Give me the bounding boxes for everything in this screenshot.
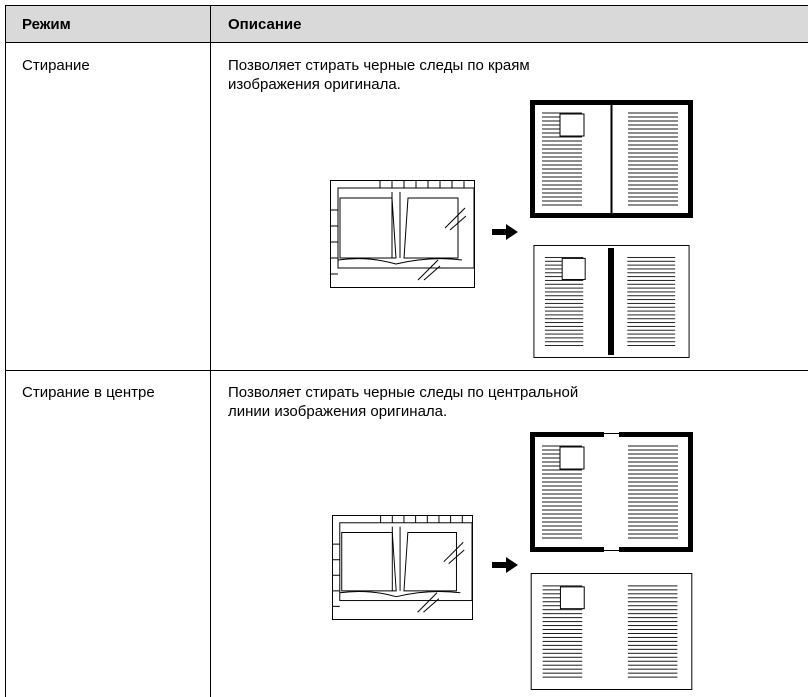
arrow xyxy=(492,224,518,240)
arrow xyxy=(492,557,518,573)
mode-description: Позволяет стирать черные следы по центра… xyxy=(228,384,579,420)
output-frame-erase xyxy=(530,100,693,218)
original-scanner xyxy=(332,515,473,620)
output-edge-erase xyxy=(533,245,690,358)
mode-description: Позволяет стирать черные следы по краям … xyxy=(228,57,530,93)
table-header xyxy=(5,5,808,43)
output-center-erase xyxy=(530,573,693,690)
column-header: Режим xyxy=(22,16,71,33)
original-scanner xyxy=(330,180,475,288)
table-border xyxy=(210,5,211,697)
table-border xyxy=(5,5,6,697)
mode-name: Стирание в центре xyxy=(22,384,155,401)
column-header: Описание xyxy=(228,16,302,33)
output-frame-erase xyxy=(530,432,693,552)
mode-name: Стирание xyxy=(22,57,90,74)
row-border xyxy=(5,370,808,371)
